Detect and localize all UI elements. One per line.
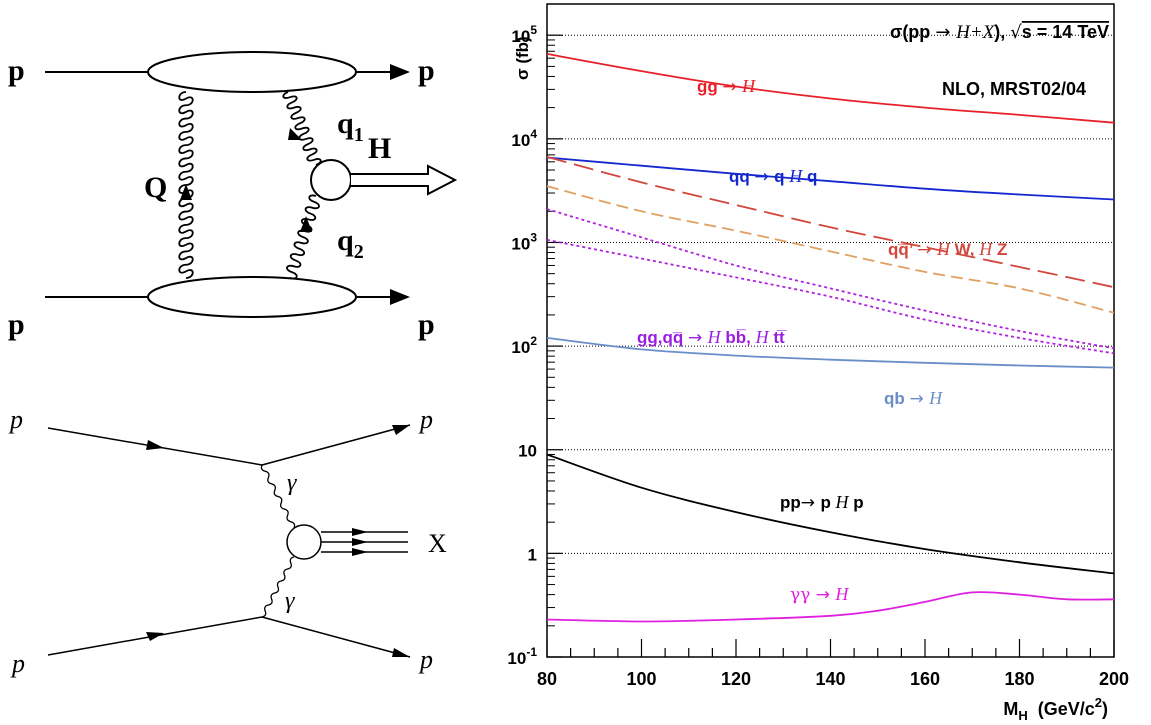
label-gg-to-h: gg → H	[697, 76, 756, 97]
x-vertex-blob	[286, 524, 322, 560]
arrow-icon	[392, 425, 410, 435]
series-line-2	[546, 156, 1115, 289]
label-photon-bottom: γ	[285, 588, 295, 614]
label-qq-to-qhq: qq → q H q	[729, 166, 817, 187]
arrow-icon	[390, 64, 410, 80]
label-yy-to-h: γγ → H	[790, 584, 849, 605]
arrow-icon	[288, 128, 302, 140]
label-gluon-q: Q	[144, 171, 167, 204]
y-tick-label: 104	[511, 127, 537, 150]
proton-blob-top	[147, 51, 357, 93]
y-tick-label: 1	[528, 545, 537, 564]
proton-line-out-bottom	[261, 616, 411, 658]
series-line-8	[546, 591, 1115, 623]
proton-blob-bottom	[147, 276, 357, 318]
series-line-4	[546, 208, 1115, 350]
label-p-out-bottom: p	[418, 308, 435, 341]
x-axis-label: MH (GeV/c2)	[1003, 695, 1108, 723]
x-axis-ticks: 80 100 120 140 160 180 200	[537, 639, 1129, 689]
y-tick-label: 105	[511, 23, 537, 46]
label-p-in-bottom: p	[8, 308, 25, 341]
label-p-out-top: p	[418, 405, 433, 434]
proton-line-out-top	[261, 424, 411, 466]
label-gg-qq-to-hbb-htt: gg,qq̅ → H bb̅, H tt̅	[637, 327, 787, 348]
photon-line-bottom	[261, 556, 295, 618]
arrow-icon	[392, 648, 410, 657]
label-pp-to-php: pp→ p H p	[780, 492, 864, 513]
arrow-icon	[352, 528, 368, 536]
x-tick-label: 120	[721, 669, 751, 689]
label-p-out-top: p	[418, 54, 435, 87]
label-photon-top: γ	[287, 470, 297, 496]
x-tick-label: 100	[626, 669, 656, 689]
series-line-5	[546, 238, 1115, 355]
arrow-icon	[146, 440, 164, 450]
plot-frame	[546, 3, 1115, 658]
y-axis-label: σ (fb)	[513, 36, 532, 80]
label-p-out-bottom: p	[418, 645, 433, 674]
label-gluon-q1: q1	[337, 107, 364, 146]
higgs-vertex-blob	[310, 159, 352, 201]
higgs-double-arrow-icon	[351, 164, 458, 196]
y-tick-label: 10	[518, 442, 537, 461]
x-tick-label: 80	[537, 669, 557, 689]
arrow-icon	[352, 548, 368, 556]
y-tick-label: 10-1	[507, 645, 537, 668]
label-x-out: X	[428, 529, 447, 558]
label-p-in-bottom: p	[10, 649, 25, 678]
series-line-7	[546, 453, 1115, 575]
series-line-1	[546, 156, 1115, 201]
cross-section-chart: 80 100 120 140 160 180 200 10-1 1 10 102 103 104 105…	[507, 3, 1129, 723]
gluon-line-q1	[282, 91, 322, 166]
arrow-icon	[146, 632, 164, 641]
arrow-icon	[390, 289, 410, 305]
arrow-icon	[352, 538, 368, 546]
x-tick-label: 180	[1004, 669, 1034, 689]
label-qb-to-h: qb → H	[884, 388, 943, 409]
y-tick-label: 103	[511, 230, 537, 253]
label-gluon-q2: q2	[337, 224, 364, 263]
chart-subtitle: NLO, MRST02/04	[942, 79, 1086, 99]
x-tick-label: 200	[1099, 669, 1129, 689]
chart-title: σ(pp → H+X), √s = 14 TeV	[890, 22, 1109, 43]
label-qq-to-hw-hz: qq̅’ → H W, H Z	[888, 239, 1007, 260]
arrow-icon	[180, 184, 192, 200]
gluon-line-q2	[286, 194, 320, 280]
x-tick-label: 140	[815, 669, 845, 689]
arrow-icon	[300, 216, 312, 232]
label-p-in-top: p	[8, 405, 23, 434]
series-line-0	[546, 53, 1115, 124]
y-tick-label: 102	[511, 334, 537, 357]
x-tick-label: 160	[910, 669, 940, 689]
feynman-diagram-gluon-fusion: p p p p Q q1 q2 H	[8, 51, 458, 341]
y-axis-ticks: 10-1 1 10 102 103 104 105	[507, 3, 563, 668]
series-group	[546, 53, 1115, 623]
photon-line-top	[260, 464, 296, 529]
label-higgs: H	[368, 132, 391, 165]
feynman-diagram-photon-fusion: p p p p γ γ X	[8, 405, 447, 678]
series-line-6	[546, 337, 1115, 369]
label-p-in-top: p	[8, 54, 25, 87]
series-line-3	[546, 185, 1115, 314]
